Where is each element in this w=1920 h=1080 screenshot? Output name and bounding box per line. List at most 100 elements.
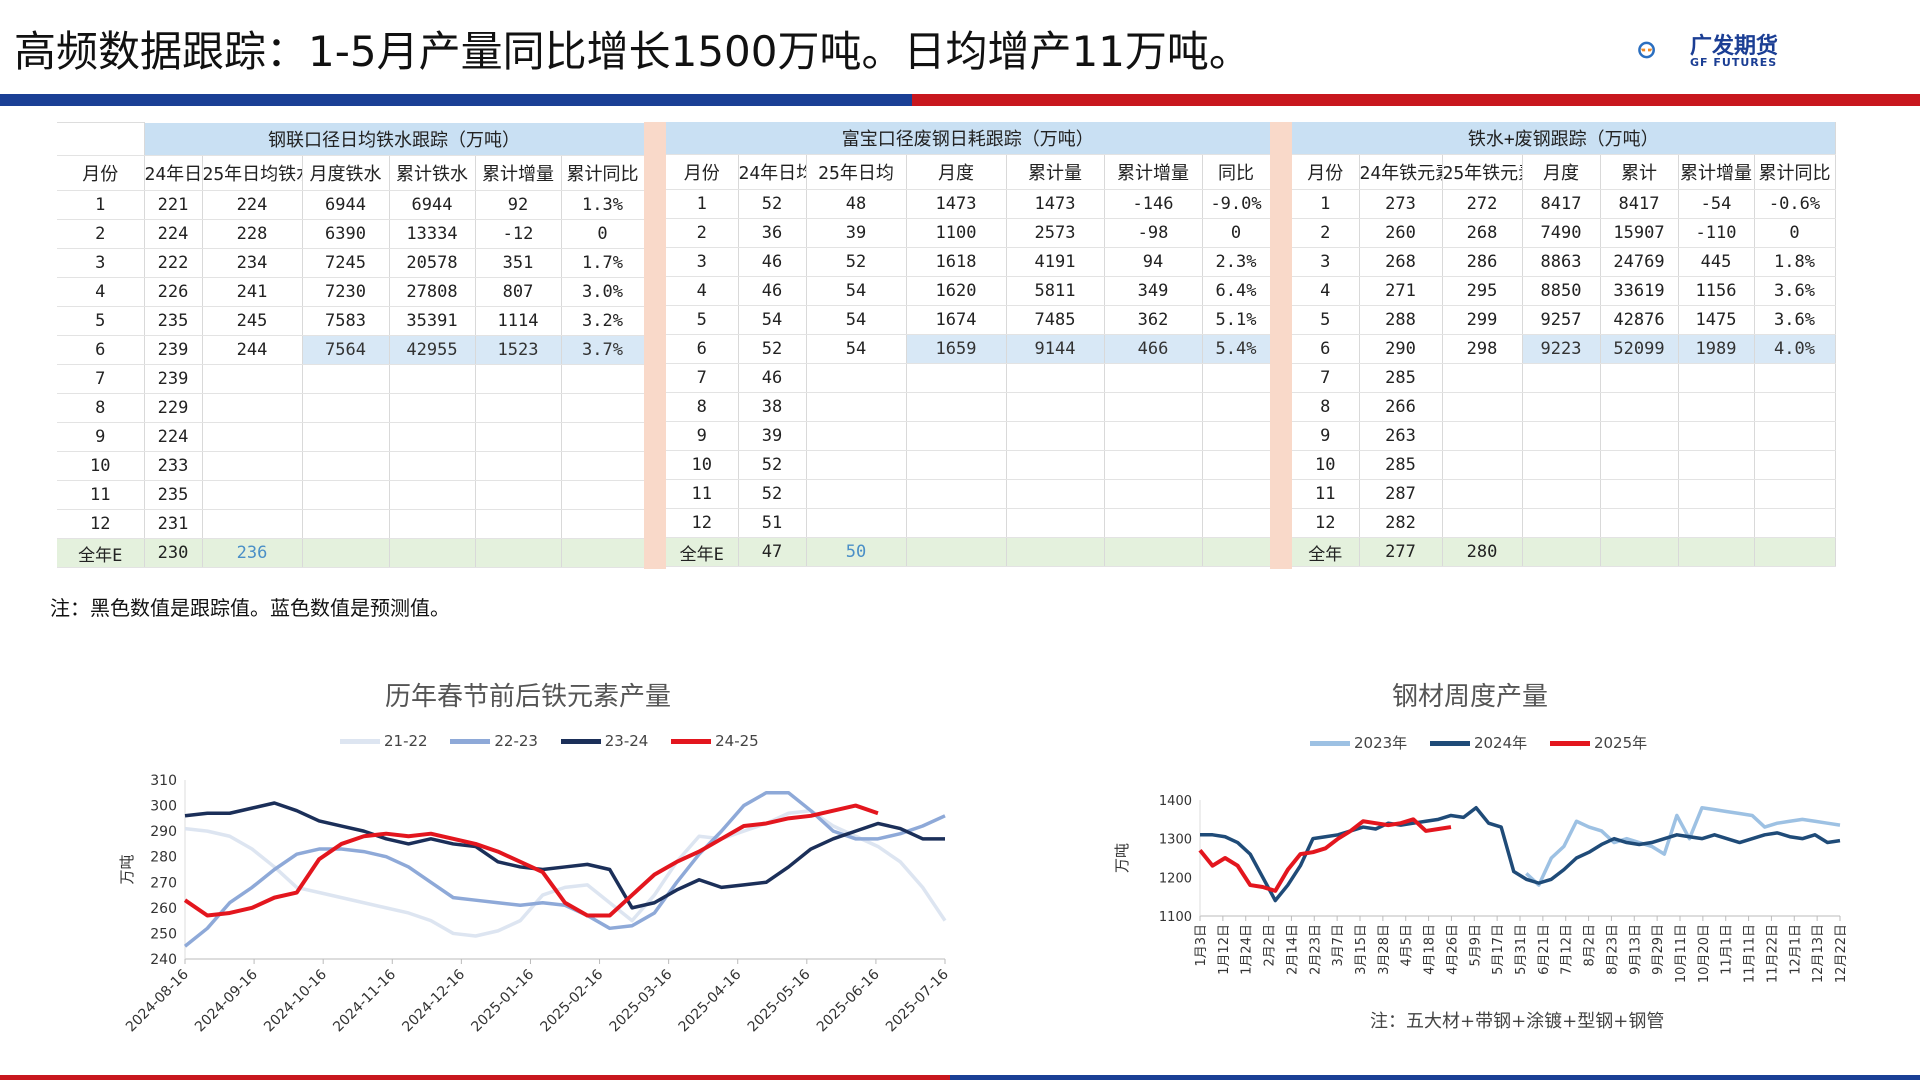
y-tick-label: 1300	[1159, 833, 1192, 848]
x-tick-label: 5月9日	[1468, 924, 1483, 967]
table-cell: 285	[1359, 450, 1443, 480]
logo-chinese-text: 广发期货	[1690, 34, 1779, 59]
table-cell	[1104, 508, 1203, 538]
table-cell: 54	[738, 305, 807, 335]
x-tick-label: 2025-03-16	[607, 966, 676, 1035]
table-row: 3 268 286 8863 24769 445 1.8%	[1292, 247, 1836, 277]
table-cell	[1754, 537, 1836, 567]
legend-item: 2023年	[1310, 732, 1407, 753]
table-cell: 2	[1292, 218, 1360, 248]
x-tick-label: 2025-01-16	[468, 966, 537, 1035]
table-cell: 全年E	[57, 538, 145, 568]
table-cell: 224	[144, 219, 203, 249]
y-tick-label: 300	[150, 799, 177, 815]
legend-label: 22-23	[494, 732, 538, 750]
table-cell: 38	[738, 392, 807, 422]
table-row: 4 271 295 8850 33619 1156 3.6%	[1292, 276, 1836, 306]
table-cell: 47	[738, 537, 807, 567]
y-tick-label: 270	[150, 875, 177, 891]
table-cell	[1202, 421, 1271, 451]
table2-header: 累计增量	[1104, 154, 1203, 190]
table-cell	[906, 479, 1007, 509]
table-row: 12 231	[57, 509, 645, 539]
x-tick-label: 2024-10-16	[261, 966, 330, 1035]
table-cell: 13334	[389, 219, 476, 249]
table-cell	[806, 450, 907, 480]
table-cell: 9223	[1522, 334, 1601, 364]
table-cell: 241	[202, 277, 303, 307]
table-cell: 24769	[1600, 247, 1679, 277]
series-line-2024年	[1200, 805, 1841, 903]
table-cell	[1600, 508, 1679, 538]
table-cell	[906, 450, 1007, 480]
table-row: 2 260 268 7490 15907 -110 0	[1292, 218, 1836, 248]
table-cell: 36	[738, 218, 807, 248]
table-row: 6 52 54 1659 9144 466 5.4%	[666, 334, 1271, 364]
table-cell	[389, 451, 476, 481]
table3-header: 月度	[1522, 154, 1601, 190]
table-cell: 8	[1292, 392, 1360, 422]
table-cell: 1156	[1678, 276, 1755, 306]
table-cell: 228	[202, 219, 303, 249]
table-cell	[475, 393, 562, 423]
table-cell: 5	[666, 305, 739, 335]
x-tick-label: 5月17日	[1491, 924, 1506, 975]
table-cell: 1674	[906, 305, 1007, 335]
table-cell: 9257	[1522, 305, 1601, 335]
table-cell: 1.3%	[561, 190, 645, 220]
y-tick-label: 310	[150, 773, 177, 789]
table-cell: 46	[738, 363, 807, 393]
x-tick-label: 11月22日	[1765, 924, 1780, 983]
table-cell	[302, 509, 390, 539]
x-tick-label: 6月21日	[1537, 924, 1552, 975]
table-row: 11 235	[57, 480, 645, 510]
table-row: 6 239 244 7564 42955 1523 3.7%	[57, 335, 645, 365]
table2-header: 25年日均	[806, 154, 907, 190]
table-cell	[202, 393, 303, 423]
table-cell: 42955	[389, 335, 476, 365]
table-cell	[906, 508, 1007, 538]
table-total-row: 全年E 230 236	[57, 538, 645, 568]
chart1-legend: 21-22 22-23 23-24 24-25	[340, 732, 777, 750]
table-cell	[475, 364, 562, 394]
table-cell	[1522, 537, 1601, 567]
table-cell: 6390	[302, 219, 390, 249]
table-cell: -9.0%	[1202, 189, 1271, 219]
table-cell: 290	[1359, 334, 1443, 364]
x-tick-label: 8月23日	[1605, 924, 1620, 975]
y-tick-label: 1400	[1159, 794, 1192, 809]
table-row: 2 36 39 1100 2573 -98 0	[666, 218, 1271, 248]
table-cell: 11	[1292, 479, 1360, 509]
table-cell: 230	[144, 538, 203, 568]
table-cell: 15907	[1600, 218, 1679, 248]
table-cell	[561, 393, 645, 423]
table-cell	[561, 451, 645, 481]
x-tick-label: 4月5日	[1400, 924, 1415, 967]
table-separator	[1270, 122, 1292, 569]
table-cell: 299	[1442, 305, 1523, 335]
table-cell: 2	[57, 219, 145, 249]
table-cell	[1006, 421, 1105, 451]
table1-header: 24年日	[144, 155, 203, 191]
table-cell: 8	[666, 392, 739, 422]
table-cell: 229	[144, 393, 203, 423]
table-cell	[1754, 479, 1836, 509]
table-cell: 92	[475, 190, 562, 220]
x-tick-label: 12月13日	[1811, 924, 1826, 983]
y-tick-label: 280	[150, 850, 177, 866]
table-cell: 282	[1359, 508, 1443, 538]
table-cell	[1006, 450, 1105, 480]
table-cell: 6944	[389, 190, 476, 220]
chart1-title: 历年春节前后铁元素产量	[385, 682, 672, 712]
table-cell	[389, 422, 476, 452]
table-cell: 4.0%	[1754, 334, 1836, 364]
table-cell: 231	[144, 509, 203, 539]
table-cell: 226	[144, 277, 203, 307]
table-row: 9 263	[1292, 421, 1836, 451]
table-cell	[1104, 450, 1203, 480]
table-cell	[1442, 363, 1523, 393]
table-cell: 9	[1292, 421, 1360, 451]
table1-header: 月度铁水	[302, 155, 390, 191]
table-cell: 3	[666, 247, 739, 277]
